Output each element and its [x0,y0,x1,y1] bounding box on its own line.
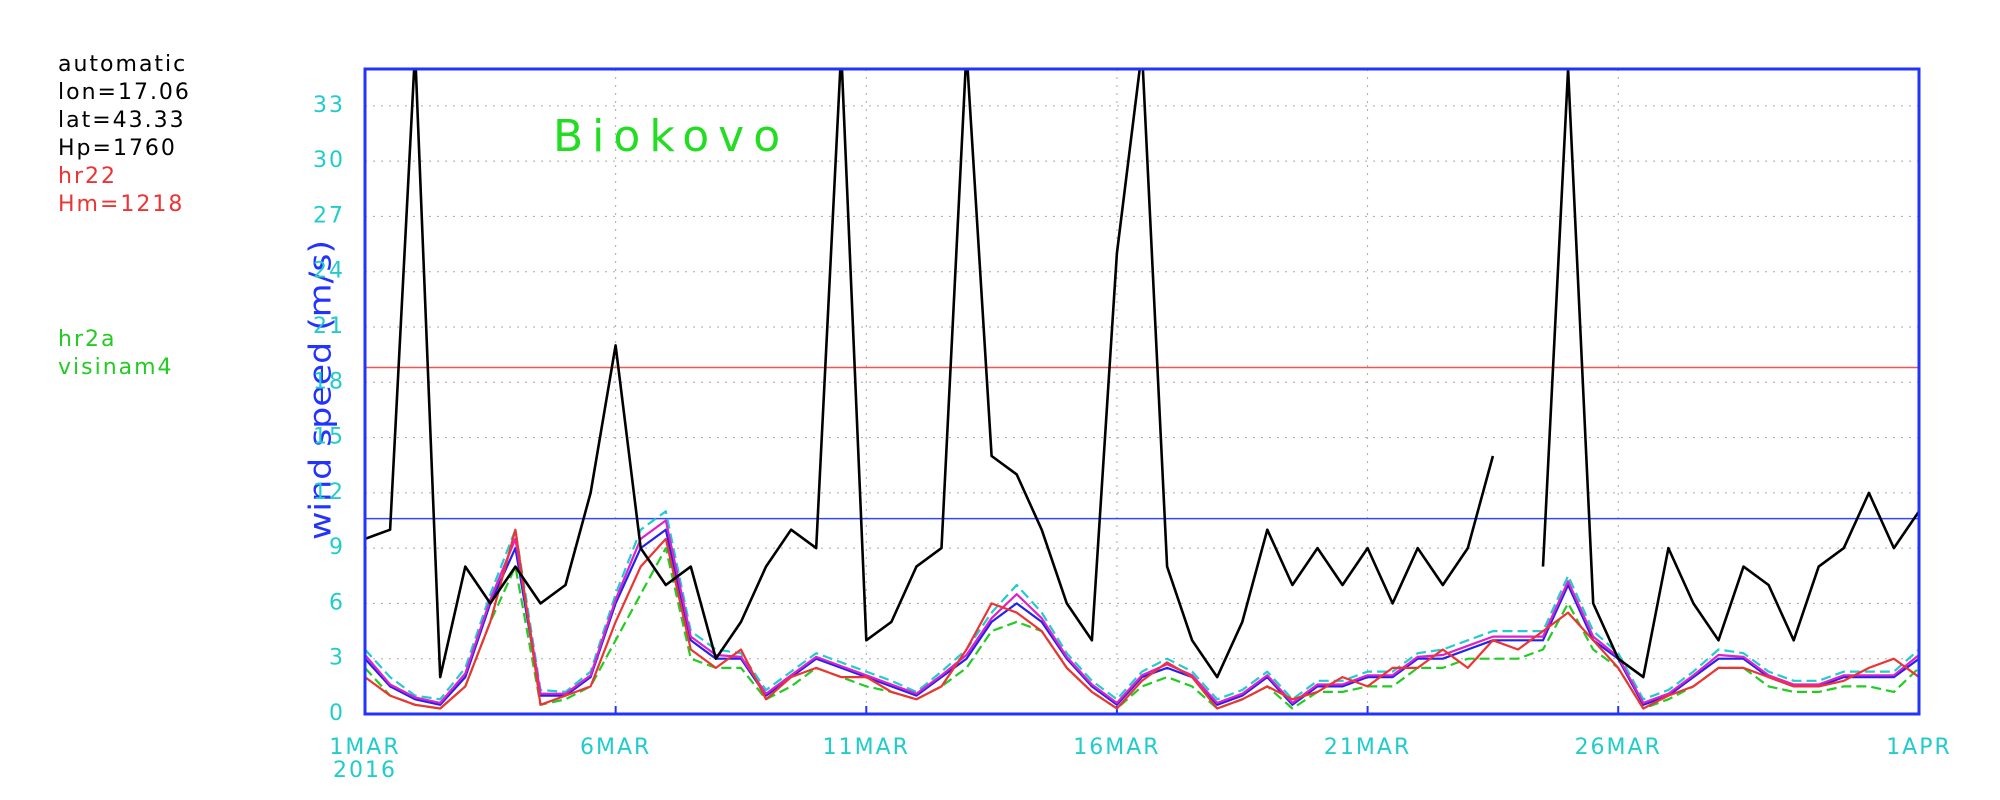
y-tick-label: 15 [313,425,345,450]
y-tick-label: 21 [313,314,345,339]
x-tick-label: 6MAR [580,735,651,760]
series-line [365,528,1919,706]
y-tick-label: 27 [313,203,345,228]
x-tick-label: 11MAR [823,735,910,760]
plot-area [365,69,1919,710]
chart-title: Biokovo [553,111,789,162]
side-label: Hm=1218 [58,192,184,217]
side-label: hr2a [58,327,116,352]
side-label: automatic [58,52,187,77]
side-label: visinam4 [58,355,174,380]
x-tick-label: 21MAR [1324,735,1411,760]
y-tick-label: 30 [313,148,345,173]
y-axis-label: wind speed (m/s) [304,240,339,540]
x-tick-label: 26MAR [1575,735,1662,760]
y-tick-label: 12 [313,480,345,505]
side-label: lat=43.33 [58,108,186,133]
side-label: hr22 [58,164,117,189]
x-sublabel: 2016 [333,758,397,783]
y-tick-label: 3 [329,646,345,671]
x-tick-label: 1APR [1886,735,1952,760]
series-line [365,69,1919,679]
x-tick-label: 1MAR [329,735,400,760]
y-tick-label: 0 [329,701,345,726]
x-tick-label: 16MAR [1073,735,1160,760]
y-tick-label: 18 [313,369,345,394]
y-tick-label: 9 [329,535,345,560]
series-line [365,519,1919,704]
series-line [365,547,1919,710]
side-label: lon=17.06 [58,80,191,105]
y-tick-label: 6 [329,590,345,615]
y-tick-label: 33 [313,93,345,118]
side-label: Hp=1760 [58,136,177,161]
series-line [365,528,1919,710]
y-tick-label: 24 [313,259,345,284]
plot-border [363,67,1921,716]
series-line [365,510,1919,701]
